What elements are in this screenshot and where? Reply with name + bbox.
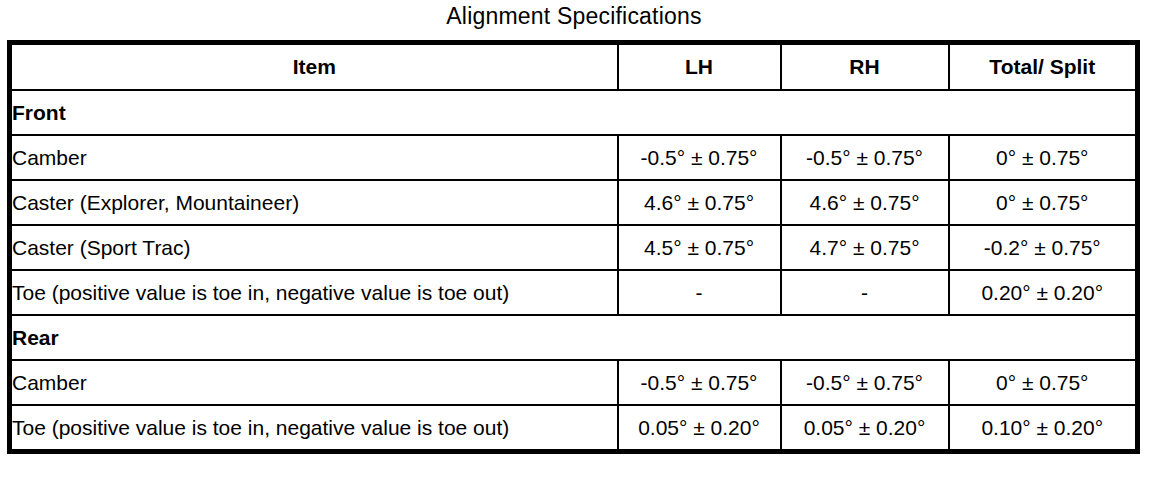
cell-lh: 4.6° ± 0.75° <box>618 180 781 225</box>
cell-item: Camber <box>10 360 618 405</box>
document-page: Alignment Specifications Item LH RH Tota… <box>0 0 1152 482</box>
table-row: Toe (positive value is toe in, negative … <box>10 270 1138 315</box>
cell-total: 0.10° ± 0.20° <box>949 405 1138 452</box>
cell-item: Toe (positive value is toe in, negative … <box>10 405 618 452</box>
cell-total: 0° ± 0.75° <box>949 180 1138 225</box>
cell-rh: -0.5° ± 0.75° <box>781 135 949 180</box>
section-row-rear: Rear <box>10 315 1138 360</box>
cell-lh: -0.5° ± 0.75° <box>618 360 781 405</box>
cell-total: -0.2° ± 0.75° <box>949 225 1138 270</box>
column-header-total: Total/ Split <box>949 43 1138 91</box>
cell-item: Caster (Explorer, Mountaineer) <box>10 180 618 225</box>
table-row: Toe (positive value is toe in, negative … <box>10 405 1138 452</box>
cell-total: 0° ± 0.75° <box>949 135 1138 180</box>
page-title: Alignment Specifications <box>0 3 1148 30</box>
cell-lh: 0.05° ± 0.20° <box>618 405 781 452</box>
table-row: Caster (Sport Trac) 4.5° ± 0.75° 4.7° ± … <box>10 225 1138 270</box>
column-header-item: Item <box>10 43 618 91</box>
header-row: Item LH RH Total/ Split <box>10 43 1138 91</box>
section-label-front: Front <box>10 90 1138 135</box>
cell-rh: - <box>781 270 949 315</box>
alignment-specs-table: Item LH RH Total/ Split Front Camber -0.… <box>7 40 1140 454</box>
table-row: Caster (Explorer, Mountaineer) 4.6° ± 0.… <box>10 180 1138 225</box>
cell-rh: 4.6° ± 0.75° <box>781 180 949 225</box>
table-row: Camber -0.5° ± 0.75° -0.5° ± 0.75° 0° ± … <box>10 360 1138 405</box>
table-row: Camber -0.5° ± 0.75° -0.5° ± 0.75° 0° ± … <box>10 135 1138 180</box>
cell-lh: 4.5° ± 0.75° <box>618 225 781 270</box>
section-label-rear: Rear <box>10 315 1138 360</box>
column-header-lh: LH <box>618 43 781 91</box>
cell-rh: 0.05° ± 0.20° <box>781 405 949 452</box>
cell-total: 0° ± 0.75° <box>949 360 1138 405</box>
cell-lh: - <box>618 270 781 315</box>
cell-item: Caster (Sport Trac) <box>10 225 618 270</box>
cell-rh: 4.7° ± 0.75° <box>781 225 949 270</box>
column-header-rh: RH <box>781 43 949 91</box>
cell-rh: -0.5° ± 0.75° <box>781 360 949 405</box>
section-row-front: Front <box>10 90 1138 135</box>
cell-total: 0.20° ± 0.20° <box>949 270 1138 315</box>
cell-item: Camber <box>10 135 618 180</box>
cell-item: Toe (positive value is toe in, negative … <box>10 270 618 315</box>
cell-lh: -0.5° ± 0.75° <box>618 135 781 180</box>
